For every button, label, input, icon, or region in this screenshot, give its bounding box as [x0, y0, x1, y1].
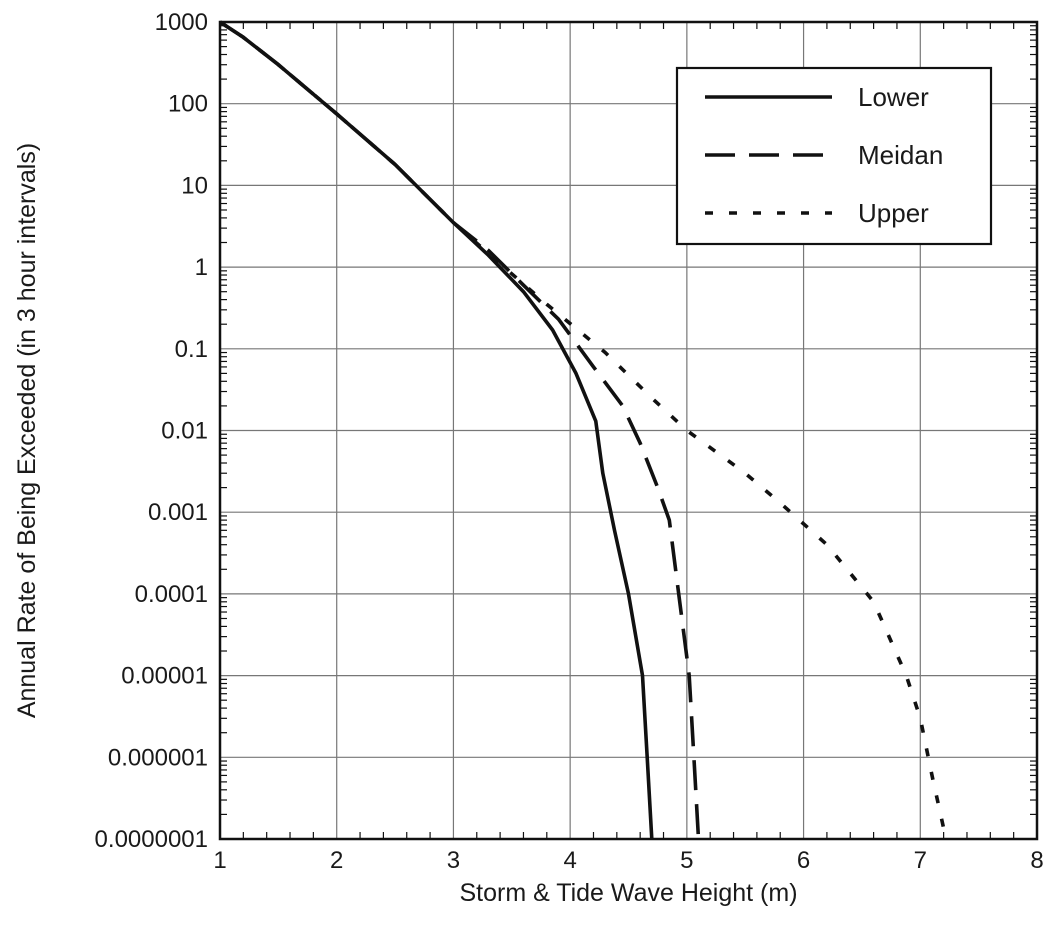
y-tick-label: 0.0001: [135, 581, 208, 608]
x-tick-label: 8: [1030, 847, 1043, 874]
x-tick-label: 7: [914, 847, 927, 874]
y-tick-label: 0.00001: [121, 663, 208, 690]
x-tick-label: 6: [797, 847, 810, 874]
y-tick-label: 0.000001: [108, 744, 208, 771]
x-tick-label: 1: [213, 847, 226, 874]
y-tick-label: 0.0000001: [95, 826, 208, 853]
y-tick-label: 0.01: [161, 418, 208, 445]
y-axis-title: Annual Rate of Being Exceeded (in 3 hour…: [13, 143, 41, 718]
plot-frame: [218, 20, 1039, 841]
y-tick-label: 1000: [155, 9, 208, 36]
x-tick-label: 5: [680, 847, 693, 874]
x-tick-label: 3: [447, 847, 460, 874]
series-line-meidan: [219, 20, 701, 840]
y-tick-labels: 1000 100 10 1 0.1 0.01 0.001 0.0001 0.00001 0.000…: [95, 9, 208, 853]
x-tick-label: 4: [563, 847, 576, 874]
x-tick-label: 2: [330, 847, 343, 874]
y-tick-label: 100: [168, 91, 208, 118]
series-line-upper: [219, 20, 948, 840]
y-tick-label: 0.1: [175, 336, 208, 363]
y-tick-label: 1: [195, 254, 208, 281]
y-tick-label: 10: [181, 172, 208, 199]
series-layer: [219, 20, 948, 840]
legend-label: Lower: [858, 82, 929, 112]
legend-label: Meidan: [858, 140, 943, 170]
x-axis-title: Storm & Tide Wave Height (m): [459, 879, 797, 907]
legend-label: Upper: [858, 198, 929, 228]
legend: Lower Meidan Upper: [675, 66, 993, 246]
y-tick-label: 0.001: [148, 499, 208, 526]
x-tick-labels: 1 2 3 4 5 6 7 8: [213, 847, 1043, 874]
